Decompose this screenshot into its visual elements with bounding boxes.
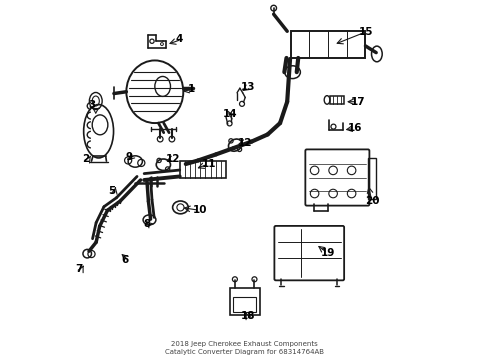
Bar (233, 297, 256, 312)
Text: 5: 5 (108, 186, 116, 196)
Text: 1: 1 (187, 84, 194, 94)
Text: 2018 Jeep Cherokee Exhaust Components
Catalytic Converter Diagram for 68314764AB: 2018 Jeep Cherokee Exhaust Components Ca… (164, 341, 324, 355)
Text: 11: 11 (202, 159, 216, 169)
Text: 20: 20 (365, 196, 379, 206)
Bar (229, 288, 259, 315)
Text: 7: 7 (75, 264, 82, 274)
Text: 19: 19 (320, 248, 335, 258)
Text: 12: 12 (166, 154, 181, 164)
Text: 13: 13 (241, 82, 255, 93)
Bar (367, 158, 375, 199)
Text: 16: 16 (347, 123, 362, 134)
Text: 6: 6 (122, 255, 129, 265)
Text: 10: 10 (192, 205, 207, 215)
Text: 14: 14 (223, 109, 237, 119)
Text: 4: 4 (175, 35, 182, 44)
Text: 12: 12 (237, 138, 251, 148)
Text: 9: 9 (125, 152, 132, 162)
Text: 18: 18 (241, 311, 255, 321)
Bar (180, 161, 225, 178)
Bar (329, 96, 344, 104)
Text: 17: 17 (350, 97, 365, 107)
Bar (290, 31, 365, 58)
Text: 8: 8 (143, 220, 150, 229)
Text: 15: 15 (358, 27, 372, 37)
Text: 2: 2 (82, 154, 90, 164)
Text: 3: 3 (88, 100, 95, 110)
